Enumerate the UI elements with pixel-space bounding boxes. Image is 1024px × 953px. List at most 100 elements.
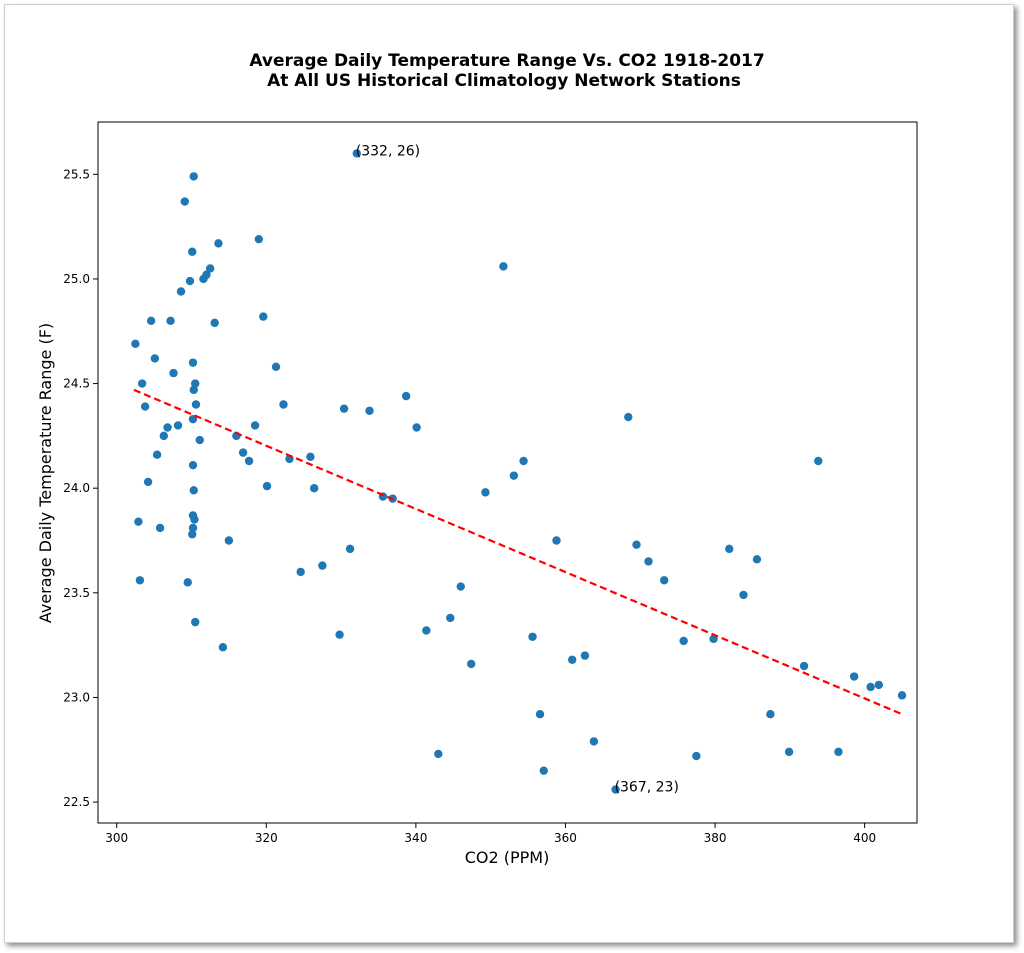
data-point — [254, 234, 264, 244]
point-annotation: (332, 26) — [356, 143, 420, 159]
data-point — [467, 659, 476, 669]
data-point — [766, 709, 775, 719]
data-point — [519, 456, 528, 466]
data-point — [140, 402, 150, 411]
chart-title: Average Daily Temperature Range Vs. CO2 … — [249, 51, 764, 71]
data-point — [159, 431, 169, 441]
data-point — [214, 239, 223, 248]
data-point — [345, 544, 355, 554]
data-point — [309, 483, 319, 493]
y-tick-label: 22.5 — [63, 795, 90, 809]
data-point — [188, 414, 198, 424]
data-point — [202, 270, 211, 279]
data-point — [262, 481, 272, 491]
data-point — [183, 578, 192, 587]
axis-ticks: 300 320 340 360 380 400 22.5 23.0 23.5 24.0 24.5 25… — [63, 167, 876, 845]
figure-frame — [4, 4, 1014, 943]
data-point — [244, 456, 254, 466]
data-point — [238, 448, 248, 457]
data-point — [446, 613, 455, 623]
data-point — [611, 785, 620, 794]
data-point — [250, 421, 260, 430]
data-point — [169, 368, 178, 378]
data-point — [644, 557, 653, 566]
data-point — [481, 488, 490, 497]
data-point — [365, 406, 374, 415]
x-axis-label: CO2 (PPM) — [465, 848, 550, 867]
data-point — [195, 435, 204, 445]
data-point — [205, 264, 215, 273]
chart-subtitle: At All US Historical Climatology Network… — [267, 71, 741, 91]
data-point — [134, 517, 143, 526]
y-tick-label: 25.0 — [63, 272, 90, 286]
data-point — [188, 530, 197, 539]
data-point — [897, 691, 907, 700]
x-tick-label: 300 — [105, 831, 128, 845]
data-point — [339, 404, 349, 413]
data-point — [218, 643, 228, 652]
data-point — [509, 471, 519, 480]
data-point — [166, 316, 175, 325]
data-point — [188, 358, 198, 367]
data-point — [271, 362, 281, 372]
data-point — [335, 630, 344, 639]
data-point — [434, 749, 443, 759]
data-point — [191, 617, 200, 627]
point-annotation: (367, 23) — [615, 780, 679, 796]
data-point — [739, 590, 748, 600]
data-point — [528, 632, 537, 641]
data-point — [567, 655, 577, 664]
data-point — [188, 460, 198, 470]
data-point — [709, 634, 718, 644]
data-point — [137, 379, 147, 388]
plot-marks: (332, 26) (367, 23) — [131, 143, 907, 796]
x-tick-label: 380 — [704, 831, 727, 845]
data-point — [188, 247, 197, 256]
data-point — [725, 544, 734, 554]
data-point — [296, 567, 305, 577]
data-point — [589, 737, 599, 746]
data-point — [173, 421, 183, 430]
data-point — [185, 276, 195, 286]
x-tick-label: 360 — [554, 831, 577, 845]
y-tick-label: 24.0 — [63, 481, 90, 495]
data-point — [752, 555, 762, 564]
data-point — [131, 339, 140, 349]
y-tick-label: 25.5 — [63, 167, 90, 181]
x-tick-label: 340 — [404, 831, 427, 845]
data-point — [259, 312, 268, 321]
data-point — [224, 536, 234, 545]
data-point — [135, 576, 145, 585]
trend-line — [133, 388, 903, 716]
data-point — [784, 747, 794, 757]
data-point — [279, 400, 288, 409]
y-axis-label: Average Daily Temperature Range (F) — [36, 323, 55, 623]
data-point — [150, 354, 160, 363]
data-point — [535, 709, 545, 719]
data-point — [180, 197, 189, 206]
data-point — [799, 661, 809, 671]
data-point — [456, 582, 465, 591]
data-point — [191, 400, 201, 409]
y-tick-label: 24.5 — [63, 377, 90, 391]
data-point — [318, 561, 327, 570]
data-point — [624, 412, 633, 422]
data-point — [146, 316, 156, 325]
x-tick-label: 320 — [255, 831, 278, 845]
data-point — [210, 318, 219, 328]
data-point — [152, 450, 162, 459]
data-point — [401, 391, 411, 401]
data-point — [866, 682, 875, 692]
data-point — [188, 523, 198, 533]
data-point — [163, 423, 172, 432]
data-point — [191, 379, 200, 388]
data-point — [814, 456, 823, 466]
data-point — [679, 636, 688, 646]
data-point — [143, 477, 153, 487]
data-point — [692, 751, 701, 761]
data-point — [422, 626, 431, 635]
data-point — [189, 385, 198, 395]
data-point — [176, 287, 186, 296]
data-point — [539, 766, 548, 775]
